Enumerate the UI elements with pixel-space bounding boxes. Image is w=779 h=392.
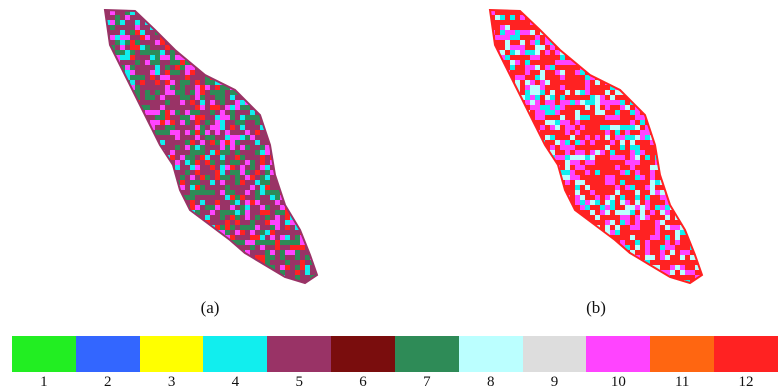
legend-swatch-8 — [458, 336, 523, 372]
legend-label-11: 11 — [674, 374, 690, 390]
legend-swatch-4 — [203, 336, 268, 372]
classification-map-b — [480, 5, 720, 290]
legend-swatch-10 — [586, 336, 651, 372]
legend-label-2: 2 — [103, 374, 112, 390]
classification-map-a — [95, 5, 335, 290]
legend-swatch-11 — [650, 336, 715, 372]
panel-label-b: (b) — [586, 298, 606, 317]
legend-swatch-2 — [75, 336, 140, 372]
legend-label-4: 4 — [231, 374, 240, 390]
peninsula-map-a — [103, 8, 319, 285]
color-legend-labels: 1 2 3 4 5 6 7 8 9 10 11 12 — [12, 374, 778, 391]
legend-label-9: 9 — [550, 374, 559, 390]
legend-label-1: 1 — [40, 374, 48, 390]
peninsula-map-b — [488, 8, 704, 285]
legend-label-10: 10 — [610, 374, 626, 390]
coastline — [103, 8, 319, 285]
legend-label-8: 8 — [486, 374, 495, 390]
land-cover-mosaic — [490, 10, 702, 283]
legend-swatch-5 — [267, 336, 332, 372]
legend-label-5: 5 — [295, 374, 303, 390]
legend-swatch-12 — [714, 336, 778, 372]
legend-label-3: 3 — [167, 374, 176, 390]
legend-swatch-7 — [394, 336, 459, 372]
color-legend — [12, 336, 778, 372]
land-cover-mosaic — [105, 10, 317, 283]
legend-label-6: 6 — [359, 374, 367, 390]
legend-label-12: 12 — [738, 374, 754, 390]
coastline — [488, 8, 704, 285]
panel-label-a: (a) — [200, 298, 220, 317]
legend-swatch-1 — [12, 336, 76, 372]
legend-swatch-6 — [331, 336, 395, 372]
legend-swatch-9 — [522, 336, 587, 372]
legend-label-7: 7 — [423, 374, 431, 390]
legend-swatch-3 — [139, 336, 204, 372]
